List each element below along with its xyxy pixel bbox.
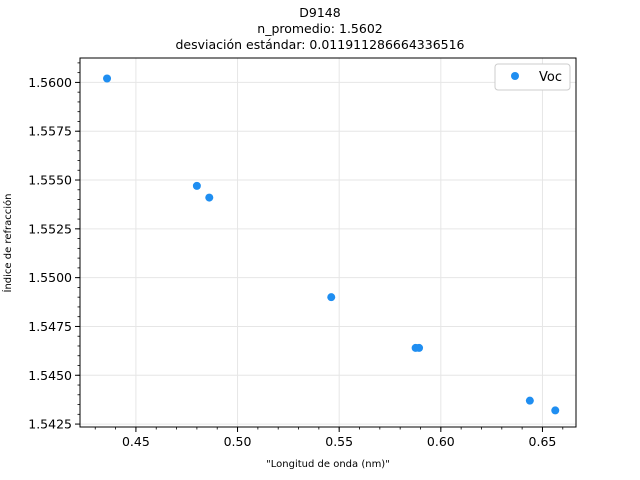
y-tick-label: 1.5600 (28, 75, 72, 90)
data-point (103, 74, 112, 83)
y-tick-label: 1.5500 (28, 270, 72, 285)
y-tick-label: 1.5575 (28, 124, 72, 139)
data-point (192, 181, 201, 190)
legend: Voc (494, 63, 571, 91)
legend-box (494, 63, 571, 91)
data-points (103, 74, 560, 415)
data-point (327, 293, 336, 302)
chart-title-line-1: D9148 (299, 5, 341, 20)
plot-frame (79, 57, 577, 428)
data-point (205, 193, 214, 202)
legend-label: Voc (539, 70, 562, 85)
x-axis-label: "Longitud de onda (nm)" (266, 459, 390, 470)
x-tick-label: 0.65 (529, 434, 557, 449)
y-tick-label: 1.5550 (28, 173, 72, 188)
legend-marker (511, 72, 519, 80)
data-point (551, 406, 560, 415)
x-tick-label: 0.55 (325, 434, 353, 449)
x-tick-label: 0.50 (224, 434, 252, 449)
axis-ticks: 0.45 0.50 0.55 0.60 0.65 1.5425 1.5450 1.5475 1.… (28, 62, 564, 449)
x-tick-label: 0.60 (427, 434, 455, 449)
y-tick-label: 1.5525 (28, 221, 72, 236)
y-tick-label: 1.5475 (28, 319, 72, 334)
y-tick-label: 1.5450 (28, 368, 72, 383)
y-axis-label: Índice de refracción (1, 194, 14, 293)
y-tick-label: 1.5425 (28, 417, 72, 432)
chart-title-line-2: n_promedio: 1.5602 (257, 21, 383, 36)
data-point (525, 396, 534, 405)
x-tick-label: 0.45 (122, 434, 150, 449)
data-point (415, 343, 424, 352)
chart-title-line-3: desviación estándar: 0.01191128666433651… (175, 37, 465, 52)
grid-lines (80, 58, 576, 427)
